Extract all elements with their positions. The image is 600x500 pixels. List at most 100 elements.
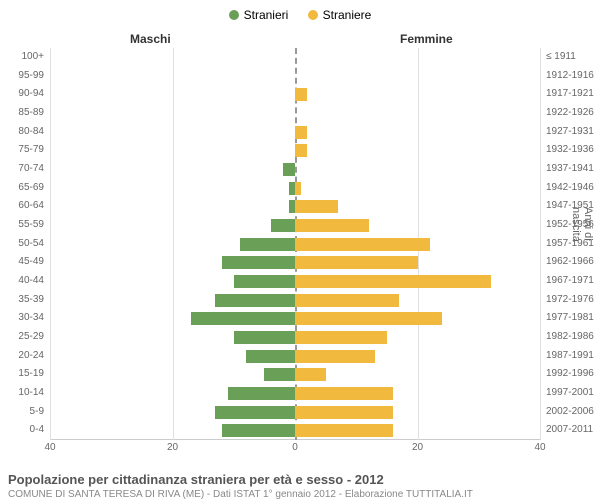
bar-row xyxy=(50,216,540,235)
bar-row xyxy=(50,347,540,366)
bar-row xyxy=(50,365,540,384)
bar-row xyxy=(50,104,540,123)
bar-female xyxy=(295,126,307,139)
bar-female xyxy=(295,275,491,288)
bar-male xyxy=(234,331,295,344)
bar-female xyxy=(295,294,399,307)
age-group-label: 15-19 xyxy=(0,365,48,384)
birth-year-label: 1937-1941 xyxy=(542,160,600,179)
bar-female xyxy=(295,144,307,157)
bar-female xyxy=(295,256,418,269)
legend-item-male: Stranieri xyxy=(229,8,289,22)
age-group-label: 30-34 xyxy=(0,309,48,328)
bar-female xyxy=(295,406,393,419)
bar-row xyxy=(50,179,540,198)
age-group-label: 90-94 xyxy=(0,85,48,104)
y-axis-right: ≤ 19111912-19161917-19211922-19261927-19… xyxy=(542,48,600,440)
legend-swatch-female xyxy=(308,10,318,20)
x-tick-label: 20 xyxy=(412,442,423,453)
bar-female xyxy=(295,200,338,213)
header-female: Femmine xyxy=(400,32,453,46)
age-group-label: 10-14 xyxy=(0,384,48,403)
birth-year-label: 1942-1946 xyxy=(542,179,600,198)
birth-year-label: 1922-1926 xyxy=(542,104,600,123)
age-group-label: 75-79 xyxy=(0,141,48,160)
bar-male xyxy=(222,424,296,437)
bar-male xyxy=(191,312,295,325)
birth-year-label: 2007-2011 xyxy=(542,421,600,440)
birth-year-label: 1912-1916 xyxy=(542,67,600,86)
y-axis-left: 100+95-9990-9485-8980-8475-7970-7465-696… xyxy=(0,48,48,440)
birth-year-label: 1997-2001 xyxy=(542,384,600,403)
bar-female xyxy=(295,387,393,400)
age-group-label: 60-64 xyxy=(0,197,48,216)
age-group-label: 20-24 xyxy=(0,347,48,366)
bar-row xyxy=(50,309,540,328)
bar-row xyxy=(50,141,540,160)
age-group-label: 65-69 xyxy=(0,179,48,198)
bar-female xyxy=(295,424,393,437)
x-tick-label: 40 xyxy=(44,442,55,453)
age-group-label: 45-49 xyxy=(0,253,48,272)
bar-row xyxy=(50,197,540,216)
chart-subtitle: COMUNE DI SANTA TERESA DI RIVA (ME) - Da… xyxy=(8,489,592,500)
bar-male xyxy=(283,163,295,176)
age-group-label: 5-9 xyxy=(0,403,48,422)
header-male: Maschi xyxy=(130,32,171,46)
legend: Stranieri Straniere xyxy=(0,8,600,23)
bar-row xyxy=(50,272,540,291)
bar-row xyxy=(50,67,540,86)
bar-row xyxy=(50,123,540,142)
chart-title: Popolazione per cittadinanza straniera p… xyxy=(8,472,592,487)
chart-footer: Popolazione per cittadinanza straniera p… xyxy=(8,472,592,500)
legend-label-female: Straniere xyxy=(323,8,372,22)
bar-row xyxy=(50,384,540,403)
bar-male xyxy=(234,275,295,288)
birth-year-label: 1972-1976 xyxy=(542,291,600,310)
birth-year-label: 1977-1981 xyxy=(542,309,600,328)
legend-item-female: Straniere xyxy=(308,8,372,22)
gridline xyxy=(540,48,541,440)
bar-female xyxy=(295,350,375,363)
age-group-label: 50-54 xyxy=(0,235,48,254)
bar-row xyxy=(50,48,540,67)
birth-year-label: 1992-1996 xyxy=(542,365,600,384)
bar-row xyxy=(50,85,540,104)
age-group-label: 100+ xyxy=(0,48,48,67)
birth-year-label: 1932-1936 xyxy=(542,141,600,160)
birth-year-label: 1917-1921 xyxy=(542,85,600,104)
age-group-label: 95-99 xyxy=(0,67,48,86)
x-tick-label: 20 xyxy=(167,442,178,453)
bar-row xyxy=(50,160,540,179)
x-tick-label: 40 xyxy=(534,442,545,453)
x-axis: 402002040 xyxy=(50,440,540,460)
bar-female xyxy=(295,219,369,232)
x-tick-label: 0 xyxy=(292,442,298,453)
birth-year-label: 1982-1986 xyxy=(542,328,600,347)
bar-row xyxy=(50,403,540,422)
age-group-label: 0-4 xyxy=(0,421,48,440)
bar-female xyxy=(295,88,307,101)
bar-male xyxy=(228,387,295,400)
bar-row xyxy=(50,421,540,440)
plot-area xyxy=(50,48,540,440)
birth-year-label: 1927-1931 xyxy=(542,123,600,142)
legend-label-male: Stranieri xyxy=(244,8,289,22)
bar-female xyxy=(295,368,326,381)
bar-female xyxy=(295,238,430,251)
age-group-label: 85-89 xyxy=(0,104,48,123)
bar-male xyxy=(240,238,295,251)
bar-female xyxy=(295,312,442,325)
bar-row xyxy=(50,291,540,310)
age-group-label: 80-84 xyxy=(0,123,48,142)
bar-male xyxy=(246,350,295,363)
bar-male xyxy=(222,256,296,269)
bar-row xyxy=(50,253,540,272)
bar-male xyxy=(264,368,295,381)
birth-year-label: 1987-1991 xyxy=(542,347,600,366)
population-pyramid-chart: Stranieri Straniere Maschi Femmine 100+9… xyxy=(0,0,600,500)
bar-male xyxy=(215,294,295,307)
bar-female xyxy=(295,331,387,344)
bar-row xyxy=(50,328,540,347)
age-group-label: 70-74 xyxy=(0,160,48,179)
